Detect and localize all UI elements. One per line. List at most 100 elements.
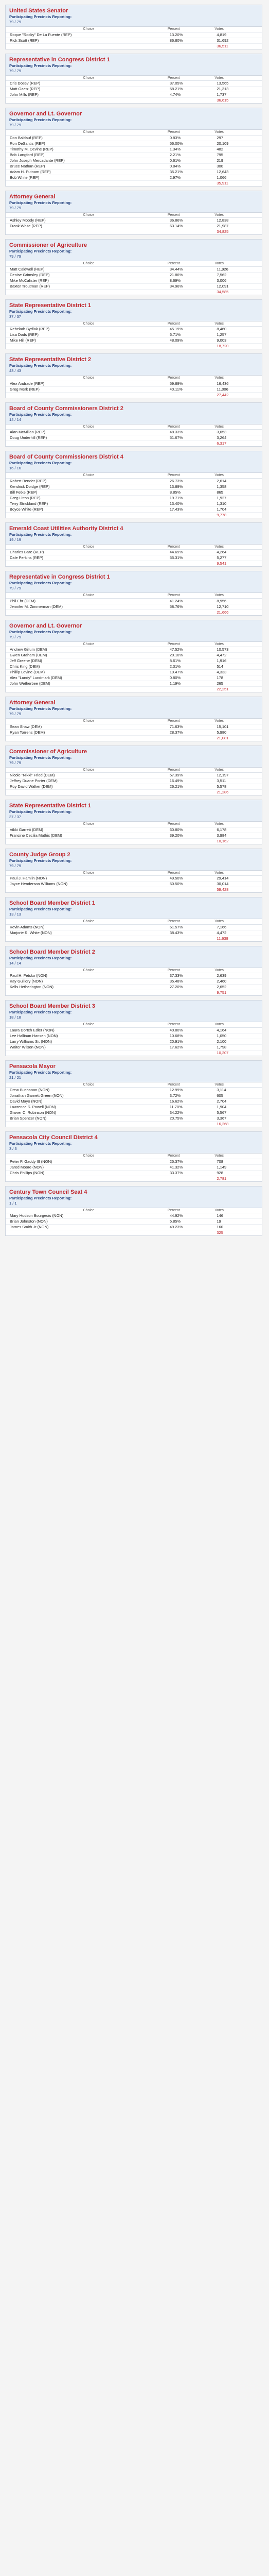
race-title: Governor and Lt. Governor xyxy=(9,622,82,629)
votes-column-header: Votes xyxy=(214,321,262,327)
table-header-row: Choice Percent Votes xyxy=(6,1208,262,1213)
candidate-votes: 2,460 xyxy=(214,978,262,985)
candidate-percent: 37.33% xyxy=(167,973,215,979)
candidate-name: Jonathan Garnett Green (NON) xyxy=(6,1093,168,1099)
precincts-label: Participating Precincts Reporting: xyxy=(9,706,72,711)
candidate-votes: 5,980 xyxy=(214,730,262,736)
candidate-row: John Wetherbee (DEM) 1.19% 265 xyxy=(6,681,262,687)
choice-column-header: Choice xyxy=(6,641,168,647)
race-header: Attorney General Participating Precincts… xyxy=(6,697,262,719)
candidate-percent: 58.21% xyxy=(167,86,215,92)
precincts-label: Participating Precincts Reporting: xyxy=(9,1010,72,1014)
votes-column-header: Votes xyxy=(214,473,262,479)
results-table: Choice Percent Votes Peter P. Gaddy III … xyxy=(6,1154,262,1181)
percent-column-header: Percent xyxy=(167,321,215,327)
candidate-row: Phil Ehr (DEM) 41.24% 8,956 xyxy=(6,598,262,604)
race-title: Board of County Commissioners District 2 xyxy=(9,405,123,412)
candidate-percent: 39.20% xyxy=(167,833,215,839)
results-table: Choice Percent Votes Nicole "Nikki" Frie… xyxy=(6,767,262,795)
race-title: Century Town Council Seat 4 xyxy=(9,1189,87,1195)
candidate-row: Jennifer M. Zimmerman (DEM) 58.76% 12,710 xyxy=(6,604,262,610)
race-title: State Representative District 1 xyxy=(9,302,91,309)
race-title: School Board Member District 2 xyxy=(9,948,95,955)
candidate-row: Andrew Gillum (DEM) 47.52% 10,573 xyxy=(6,647,262,653)
candidate-percent: 6.71% xyxy=(167,332,215,338)
race-title: Governor and Lt. Governor xyxy=(9,111,82,117)
candidate-name: Francine Cecilia Mathis (DEM) xyxy=(6,833,168,839)
percent-column-header: Percent xyxy=(167,968,215,973)
candidate-votes: 4,164 xyxy=(214,1027,262,1033)
total-row: 34,585 xyxy=(6,289,262,295)
choice-column-header: Choice xyxy=(6,321,168,327)
precincts-label: Participating Precincts Reporting: xyxy=(9,581,72,585)
candidate-percent: 10.68% xyxy=(167,1033,215,1039)
candidate-votes: 3,264 xyxy=(214,435,262,441)
precincts-label: Participating Precincts Reporting: xyxy=(9,461,72,465)
results-table: Choice Percent Votes Don Baldauf (REP) 0.… xyxy=(6,130,262,186)
candidate-percent: 38.43% xyxy=(167,930,215,936)
candidate-name: Matt Gaetz (REP) xyxy=(6,86,168,92)
candidate-votes: 5,277 xyxy=(214,555,262,561)
candidate-row: Mike McCalister (REP) 8.69% 3,006 xyxy=(6,278,262,284)
candidate-votes: 1,737 xyxy=(214,92,262,98)
choice-column-header: Choice xyxy=(6,376,168,381)
total-votes: 35,911 xyxy=(217,180,228,185)
candidate-percent: 56.00% xyxy=(167,141,215,147)
choice-column-header: Choice xyxy=(6,719,168,724)
race-header: Representative in Congress District 1 Pa… xyxy=(6,571,262,593)
candidate-row: Jeffrey Duane Porter (DEM) 16.49% 3,511 xyxy=(6,778,262,784)
candidate-row: Denise Grimsley (REP) 21.86% 7,562 xyxy=(6,272,262,278)
total-spacer xyxy=(6,838,168,844)
votes-column-header: Votes xyxy=(214,544,262,550)
total-votes: 34,585 xyxy=(217,289,229,294)
candidate-percent: 8.61% xyxy=(167,658,215,664)
percent-column-header: Percent xyxy=(167,822,215,827)
candidate-percent: 26.73% xyxy=(167,478,215,484)
total-votes: 21,666 xyxy=(217,609,229,615)
candidate-votes: 1,066 xyxy=(214,175,262,181)
votes-column-header: Votes xyxy=(214,1082,262,1088)
table-header-row: Choice Percent Votes xyxy=(6,473,262,479)
candidate-votes: 160 xyxy=(214,1224,262,1230)
race-title: School Board Member District 3 xyxy=(9,1003,95,1009)
precincts-label: Participating Precincts Reporting: xyxy=(9,249,72,253)
total-spacer xyxy=(168,1050,215,1056)
candidate-percent: 20.75% xyxy=(167,1115,215,1122)
votes-column-header: Votes xyxy=(214,719,262,724)
total-spacer xyxy=(6,289,168,295)
results-table: Choice Percent Votes Andrew Gillum (DEM)… xyxy=(6,641,262,692)
candidate-row: Matt Gaetz (REP) 58.21% 21,313 xyxy=(6,86,262,92)
precincts-label: Participating Precincts Reporting: xyxy=(9,955,72,960)
race-title: Representative in Congress District 1 xyxy=(9,56,110,63)
candidate-percent: 0.84% xyxy=(167,163,215,170)
candidate-percent: 34.22% xyxy=(167,1110,215,1116)
precincts-count: 19 / 19 xyxy=(9,537,21,542)
candidate-votes: 265 xyxy=(214,681,262,687)
race-header: State Representative District 2 Particip… xyxy=(6,354,262,376)
precincts-label: Participating Precincts Reporting: xyxy=(9,1070,72,1075)
candidate-votes: 7,166 xyxy=(214,924,262,930)
candidate-percent: 17.43% xyxy=(167,506,215,513)
percent-column-header: Percent xyxy=(167,424,215,430)
precincts-label: Participating Precincts Reporting: xyxy=(9,200,72,205)
candidate-votes: 4,472 xyxy=(214,930,262,936)
race-header: Pensacola Mayor Participating Precincts … xyxy=(6,1060,262,1082)
race-card: Emerald Coast Utilities Authority Distri… xyxy=(5,522,262,567)
race-header: State Representative District 1 Particip… xyxy=(6,800,262,822)
candidate-name: Rick Scott (REP) xyxy=(6,38,168,44)
candidate-name: Kendrick Doidge (REP) xyxy=(6,484,168,490)
candidate-percent: 47.52% xyxy=(167,647,215,653)
precincts-count: 16 / 16 xyxy=(9,466,21,470)
candidate-votes: 1,149 xyxy=(214,1164,262,1171)
candidate-votes: 219 xyxy=(214,158,262,164)
race-title: Attorney General xyxy=(9,193,56,200)
total-votes: 11,638 xyxy=(217,936,228,941)
candidate-name: Gwen Graham (DEM) xyxy=(6,652,168,658)
choice-column-header: Choice xyxy=(6,1022,168,1028)
candidate-votes: 2,614 xyxy=(214,478,262,484)
candidate-name: Ashley Moody (REP) xyxy=(6,217,168,224)
race-header: Board of County Commissioners District 2… xyxy=(6,402,262,425)
total-row: 9,541 xyxy=(6,561,262,567)
total-spacer xyxy=(6,609,168,615)
candidate-row: Jared Moore (NON) 41.32% 1,149 xyxy=(6,1164,262,1171)
